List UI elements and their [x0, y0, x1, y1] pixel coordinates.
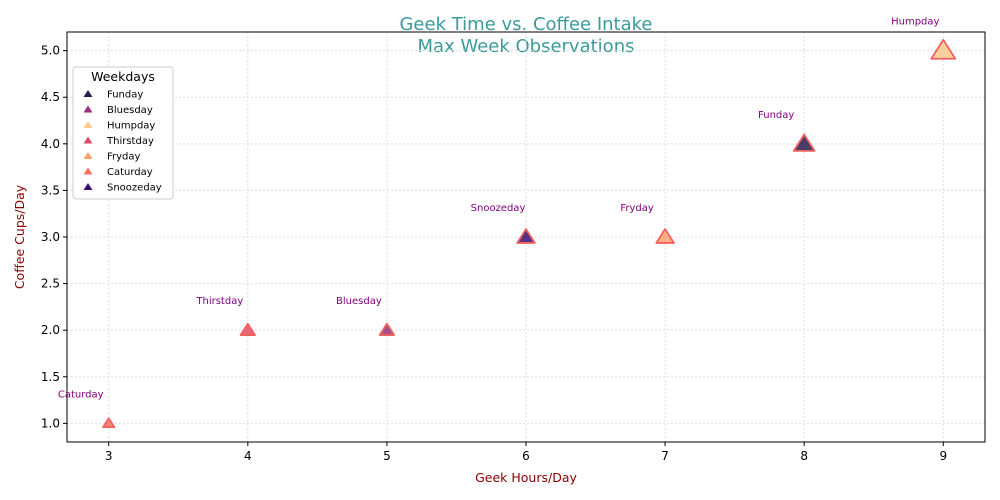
annotation-fryday: Fryday [620, 203, 654, 214]
point-funday [792, 133, 816, 152]
annotation-thirstday: Thirstday [195, 296, 243, 307]
legend-marker-humpday [83, 120, 93, 129]
point-snoozeday [516, 228, 536, 244]
y-tick-label: 3.5 [41, 183, 60, 197]
x-tick-label: 7 [661, 449, 669, 463]
legend-label-humpday: Humpday [107, 121, 155, 132]
y-tick-label: 1.5 [41, 370, 60, 384]
point-annotations: Funday Bluesday Humpday Thirstday Fryday Catu… [58, 17, 940, 401]
data-points [102, 38, 957, 429]
x-axis-label: Geek Hours/Day [475, 470, 577, 485]
legend: Weekdays Funday Bluesday Humpday Thirstday F… [72, 66, 174, 200]
legend-marker-bluesday [83, 105, 93, 113]
y-axis-label: Coffee Cups/Day [12, 184, 27, 289]
point-fryday [655, 228, 675, 244]
legend-marker-snoozeday [83, 182, 93, 191]
annotation-caturday: Caturday [58, 389, 104, 400]
y-tick-label: 1.0 [41, 416, 60, 430]
point-humpday [930, 38, 957, 60]
chart-title: Geek Time vs. Coffee Intake [399, 14, 652, 35]
y-tick-label: 4.0 [41, 137, 60, 151]
x-tick-label: 8 [800, 449, 808, 463]
legend-label-fryday: Fryday [107, 152, 141, 163]
y-tick-label: 2.5 [41, 277, 60, 291]
legend-label-snoozeday: Snoozeday [107, 183, 162, 194]
y-tick-label: 2.0 [41, 323, 60, 337]
point-thirstday [239, 322, 256, 336]
legend-label-funday: Funday [107, 90, 143, 101]
legend-label-bluesday: Bluesday [107, 105, 153, 116]
x-tick-label: 5 [383, 449, 391, 463]
y-axis-ticks: 1.0 1.5 2.0 2.5 3.0 3.5 4.0 4.5 5.0 [41, 44, 67, 430]
y-tick-label: 4.5 [41, 90, 60, 104]
grid-lines [67, 32, 985, 442]
legend-marker-thirstday [83, 136, 93, 144]
x-axis-ticks: 3 4 5 6 7 8 9 [105, 442, 947, 463]
annotation-snoozeday: Snoozeday [471, 203, 526, 214]
y-tick-label: 5.0 [41, 44, 60, 58]
y-tick-label: 3.0 [41, 230, 60, 244]
annotation-funday: Funday [758, 110, 794, 121]
legend-box [72, 66, 174, 200]
legend-title: Weekdays [91, 69, 155, 84]
x-tick-label: 4 [244, 449, 252, 463]
legend-marker-caturday [83, 167, 93, 175]
legend-marker-funday [83, 89, 93, 98]
x-tick-label: 9 [939, 449, 947, 463]
x-tick-label: 3 [105, 449, 113, 463]
chart-subtitle: Max Week Observations [418, 36, 635, 57]
legend-marker-fryday [83, 151, 93, 160]
annotation-humpday: Humpday [891, 17, 939, 28]
point-bluesday [378, 322, 396, 336]
x-tick-label: 6 [522, 449, 530, 463]
annotation-bluesday: Bluesday [336, 296, 382, 307]
point-caturday [102, 417, 116, 429]
legend-label-caturday: Caturday [107, 167, 153, 178]
legend-label-thirstday: Thirstday [106, 136, 154, 147]
